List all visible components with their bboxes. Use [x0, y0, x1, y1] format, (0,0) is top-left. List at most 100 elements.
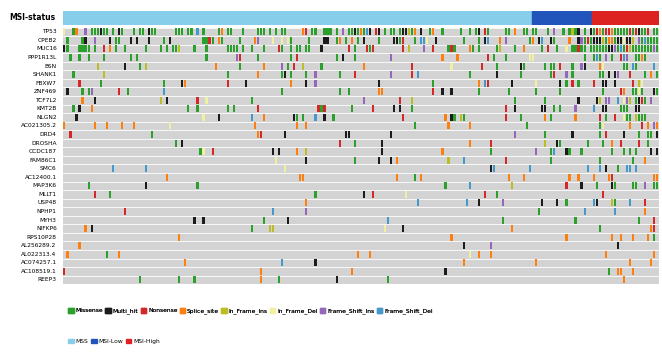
Bar — [508, 88, 510, 95]
Bar — [577, 37, 580, 44]
Bar — [611, 182, 613, 189]
Bar — [78, 80, 81, 86]
Bar — [278, 276, 280, 283]
Bar — [499, 46, 501, 53]
Bar — [598, 114, 601, 121]
Bar — [232, 105, 235, 112]
Bar — [529, 54, 531, 61]
Bar — [303, 62, 305, 70]
Bar — [342, 28, 344, 35]
Bar — [396, 157, 398, 164]
Legend: Missense, Multi_hit, Nonsense, Splice_site, In_Frame_Ins, In_Frame_Del, Frame_Sh: Missense, Multi_hit, Nonsense, Splice_si… — [66, 306, 435, 317]
Bar — [381, 148, 383, 155]
Bar — [384, 225, 386, 232]
Bar — [218, 28, 220, 35]
Bar — [644, 28, 646, 35]
Bar — [109, 37, 111, 44]
Bar — [351, 28, 353, 35]
Bar — [602, 28, 604, 35]
Bar — [357, 37, 359, 44]
Bar — [145, 182, 147, 189]
Bar — [85, 225, 87, 232]
Bar — [399, 97, 401, 104]
Bar — [583, 62, 586, 70]
Bar — [592, 105, 594, 112]
Bar — [239, 54, 241, 61]
Bar — [420, 37, 422, 44]
Bar — [638, 139, 640, 146]
Bar — [432, 88, 434, 95]
Bar — [232, 46, 235, 53]
Bar — [469, 182, 471, 189]
Bar — [575, 216, 577, 223]
Bar — [598, 131, 601, 138]
Bar — [559, 88, 561, 95]
Bar — [550, 148, 552, 155]
Bar — [604, 251, 607, 258]
Bar — [469, 28, 471, 35]
Bar — [647, 139, 649, 146]
Bar — [626, 97, 628, 104]
Bar — [626, 28, 628, 35]
Bar — [91, 28, 93, 35]
Bar — [490, 165, 492, 172]
Bar — [163, 80, 166, 86]
Bar — [614, 114, 616, 121]
Bar — [423, 46, 426, 53]
Bar — [345, 131, 347, 138]
Bar — [638, 216, 640, 223]
Bar — [620, 37, 622, 44]
Bar — [538, 37, 540, 44]
Bar — [581, 46, 583, 53]
Bar — [118, 28, 120, 35]
Bar — [193, 216, 195, 223]
Bar — [338, 139, 341, 146]
Bar — [598, 62, 601, 70]
Bar — [650, 259, 652, 266]
Bar — [650, 37, 652, 44]
Bar — [393, 37, 395, 44]
Bar — [490, 139, 492, 146]
Bar — [106, 122, 108, 130]
Bar — [218, 37, 220, 44]
Bar — [324, 105, 326, 112]
Bar — [644, 114, 646, 121]
Bar — [64, 268, 66, 275]
Bar — [571, 62, 573, 70]
Bar — [166, 97, 168, 104]
Bar — [378, 37, 380, 44]
Bar — [396, 174, 398, 181]
Bar — [592, 11, 659, 25]
Bar — [583, 54, 586, 61]
Bar — [638, 28, 640, 35]
Bar — [203, 148, 205, 155]
Bar — [450, 114, 453, 121]
Bar — [359, 28, 362, 35]
Bar — [553, 62, 555, 70]
Bar — [623, 148, 625, 155]
Bar — [236, 46, 238, 53]
Bar — [656, 88, 658, 95]
Legend: MSS, MSI-Low, MSI-High: MSS, MSI-Low, MSI-High — [66, 336, 162, 347]
Bar — [635, 88, 637, 95]
Bar — [205, 46, 208, 53]
Bar — [64, 28, 66, 35]
Bar — [296, 54, 299, 61]
Bar — [296, 46, 299, 53]
Bar — [257, 105, 259, 112]
Bar — [481, 62, 483, 70]
Bar — [184, 80, 187, 86]
Bar — [629, 199, 631, 207]
Bar — [505, 54, 507, 61]
Bar — [611, 199, 613, 207]
Bar — [305, 28, 307, 35]
Bar — [505, 37, 507, 44]
Bar — [384, 28, 386, 35]
Bar — [535, 28, 538, 35]
Bar — [160, 97, 162, 104]
Bar — [638, 131, 640, 138]
Bar — [181, 80, 183, 86]
Bar — [444, 114, 447, 121]
Bar — [641, 37, 643, 44]
Bar — [526, 28, 528, 35]
